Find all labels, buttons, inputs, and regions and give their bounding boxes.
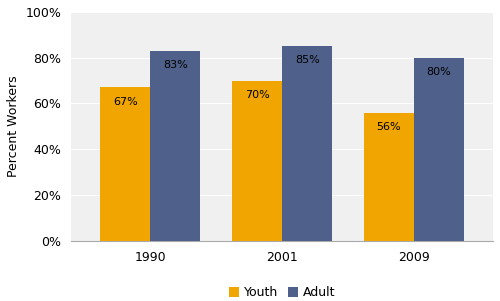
Bar xyxy=(150,51,200,241)
Bar xyxy=(414,58,464,241)
Bar xyxy=(282,46,332,241)
Text: 80%: 80% xyxy=(426,67,452,77)
Legend: Youth, Adult: Youth, Adult xyxy=(224,281,340,301)
Text: 56%: 56% xyxy=(376,122,401,132)
Text: 70%: 70% xyxy=(244,90,270,100)
Text: 83%: 83% xyxy=(163,60,188,70)
Y-axis label: Percent Workers: Percent Workers xyxy=(7,76,20,177)
Bar xyxy=(364,113,414,241)
Bar xyxy=(232,81,282,241)
Text: 85%: 85% xyxy=(295,55,320,65)
Bar xyxy=(100,88,150,241)
Text: 67%: 67% xyxy=(113,97,138,107)
